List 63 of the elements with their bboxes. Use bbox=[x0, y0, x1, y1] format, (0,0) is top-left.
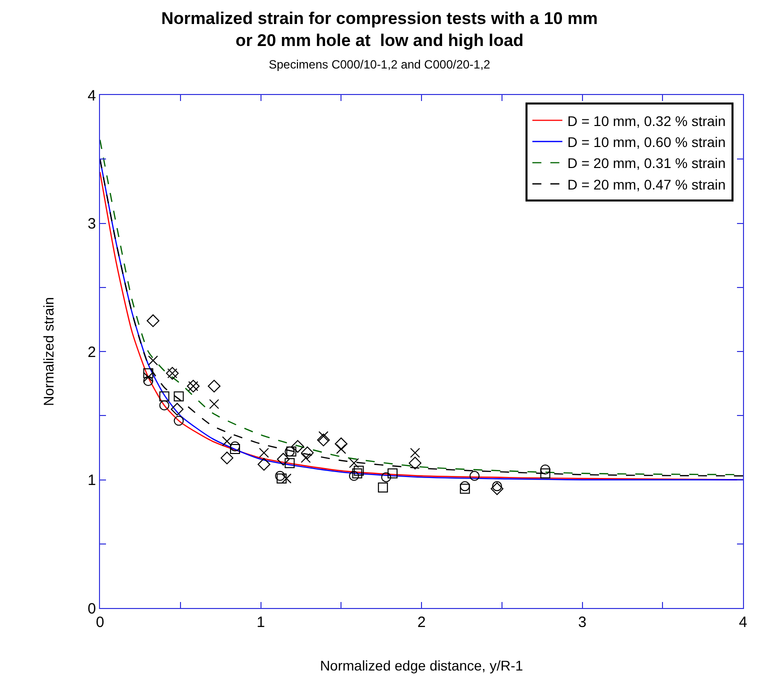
point bbox=[258, 448, 269, 458]
y-tick-label: 4 bbox=[88, 87, 96, 104]
point bbox=[490, 482, 504, 496]
point bbox=[209, 399, 220, 410]
x-axis-title: Normalized edge distance, y/R-1 bbox=[320, 657, 524, 674]
point bbox=[354, 466, 364, 476]
point bbox=[275, 470, 286, 481]
point bbox=[174, 416, 184, 426]
point bbox=[276, 452, 290, 466]
chart-title: Normalized strain for compression tests with a 10 mm or 20 mm hole at low and high load bbox=[161, 9, 598, 50]
point bbox=[170, 402, 184, 416]
y-tick-label: 3 bbox=[88, 216, 96, 232]
x-tick-label: 2 bbox=[417, 614, 426, 631]
point bbox=[230, 441, 240, 452]
x-tick-label: 4 bbox=[738, 614, 748, 631]
point bbox=[159, 400, 170, 410]
chart-subtitle: Specimens C000/10-1,2 and C000/20-1,2 bbox=[268, 57, 491, 72]
legend-label: D = 20 mm, 0.31 % strain bbox=[567, 155, 726, 172]
point bbox=[336, 444, 346, 454]
legend-label: D = 20 mm, 0.47 % strain bbox=[567, 176, 726, 192]
point bbox=[284, 458, 295, 468]
point bbox=[300, 452, 311, 463]
point bbox=[540, 464, 550, 474]
point bbox=[492, 481, 502, 492]
point bbox=[159, 391, 170, 402]
point bbox=[174, 391, 184, 402]
point bbox=[334, 437, 348, 450]
x-tick-label: 3 bbox=[578, 614, 586, 631]
point bbox=[222, 436, 232, 446]
point bbox=[352, 468, 362, 478]
point bbox=[388, 468, 398, 478]
point bbox=[460, 484, 470, 494]
point bbox=[470, 470, 480, 481]
y-tick-label: 1 bbox=[88, 472, 96, 489]
point bbox=[348, 470, 359, 481]
point bbox=[258, 458, 270, 471]
point bbox=[143, 368, 154, 378]
point bbox=[220, 452, 234, 464]
y-axis-title: Normalized strain bbox=[40, 297, 56, 406]
point bbox=[540, 468, 550, 478]
point bbox=[276, 473, 287, 484]
point bbox=[143, 372, 154, 382]
point bbox=[208, 380, 220, 392]
legend-label: D = 10 mm, 0.32 % strain bbox=[567, 112, 726, 129]
point bbox=[143, 376, 154, 386]
point bbox=[317, 434, 330, 446]
point bbox=[408, 456, 422, 470]
point bbox=[281, 473, 292, 484]
point bbox=[230, 444, 240, 454]
point bbox=[348, 458, 359, 468]
point bbox=[146, 314, 160, 328]
legend-label: D = 10 mm, 0.60 % strain bbox=[567, 134, 726, 150]
point bbox=[460, 481, 470, 492]
y-tick-label: 0 bbox=[88, 600, 96, 618]
y-tick-label: 2 bbox=[88, 344, 96, 361]
point bbox=[301, 446, 314, 460]
x-tick-label: 1 bbox=[256, 614, 265, 631]
point bbox=[378, 482, 388, 492]
point bbox=[381, 472, 392, 482]
point bbox=[148, 355, 158, 366]
point bbox=[318, 431, 328, 442]
point bbox=[410, 448, 420, 458]
point bbox=[291, 440, 304, 453]
